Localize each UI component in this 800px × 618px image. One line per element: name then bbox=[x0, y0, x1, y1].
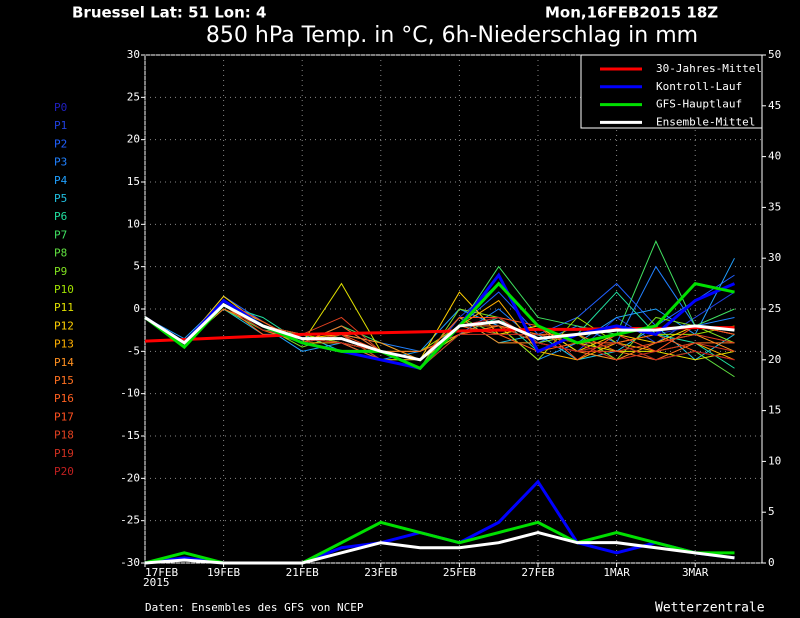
y-tick-label: 20 bbox=[127, 133, 140, 146]
y-tick-label: -25 bbox=[120, 514, 140, 527]
y2-tick-label: 45 bbox=[768, 99, 781, 112]
member-label: P17 bbox=[54, 410, 74, 423]
legend-label: Kontroll-Lauf bbox=[656, 80, 742, 93]
y-tick-label: 15 bbox=[127, 175, 140, 188]
credit: Wetterzentrale bbox=[655, 601, 765, 616]
x-tick-label: 1MAR bbox=[603, 566, 630, 579]
y2-tick-label: 40 bbox=[768, 150, 781, 163]
member-label: P9 bbox=[54, 265, 67, 278]
y-tick-label: 5 bbox=[133, 260, 140, 273]
y-tick-label: -10 bbox=[120, 387, 140, 400]
y2-tick-label: 50 bbox=[768, 48, 781, 61]
member-label: P6 bbox=[54, 210, 67, 223]
member-label: P20 bbox=[54, 465, 74, 478]
member-label: P8 bbox=[54, 247, 67, 260]
member-label: P1 bbox=[54, 119, 67, 132]
y2-tick-label: 25 bbox=[768, 302, 781, 315]
y-tick-label: 30 bbox=[127, 48, 140, 61]
run-time: Mon,16FEB2015 18Z bbox=[545, 4, 718, 22]
x-year: 2015 bbox=[143, 576, 170, 589]
member-label: P14 bbox=[54, 356, 74, 369]
y2-tick-label: 30 bbox=[768, 251, 781, 264]
y2-tick-label: 0 bbox=[768, 556, 775, 569]
chart-title: 850 hPa Temp. in °C, 6h-Niederschlag in … bbox=[206, 23, 698, 48]
y-tick-label: 10 bbox=[127, 217, 140, 230]
legend-label: GFS-Hauptlauf bbox=[656, 98, 742, 111]
y-tick-label: -5 bbox=[127, 344, 140, 357]
y-tick-label: -15 bbox=[120, 429, 140, 442]
y-tick-label: 25 bbox=[127, 90, 140, 103]
member-label: P15 bbox=[54, 374, 74, 387]
y2-tick-label: 15 bbox=[768, 404, 781, 417]
legend-box bbox=[580, 54, 763, 129]
x-tick-label: 25FEB bbox=[443, 566, 476, 579]
x-tick-label: 17FEB bbox=[145, 566, 178, 579]
member-label: P4 bbox=[54, 174, 68, 187]
member-label: P10 bbox=[54, 283, 74, 296]
series-line bbox=[144, 302, 735, 362]
source: Daten: Ensembles des GFS von NCEP bbox=[145, 601, 364, 614]
series-line bbox=[144, 299, 735, 361]
y2-tick-label: 5 bbox=[768, 505, 775, 518]
series-line bbox=[144, 530, 735, 565]
member-label: P12 bbox=[54, 319, 74, 332]
member-label: P19 bbox=[54, 447, 74, 460]
y2-tick-label: 35 bbox=[768, 200, 781, 213]
member-label: P11 bbox=[54, 301, 74, 314]
member-label: P0 bbox=[54, 101, 67, 114]
series-line bbox=[144, 326, 735, 343]
member-label: P16 bbox=[54, 392, 74, 405]
member-label: P5 bbox=[54, 192, 67, 205]
x-tick-label: 27FEB bbox=[521, 566, 554, 579]
x-tick-label: 3MAR bbox=[682, 566, 709, 579]
y2-tick-label: 20 bbox=[768, 353, 781, 366]
legend-label: 30-Jahres-Mittel bbox=[656, 62, 762, 75]
member-label: P2 bbox=[54, 137, 67, 150]
member-label: P3 bbox=[54, 156, 67, 169]
y-tick-label: 0 bbox=[133, 302, 140, 315]
member-label: P7 bbox=[54, 228, 67, 241]
legend-label: Ensemble-Mittel bbox=[656, 115, 755, 128]
location: Bruessel Lat: 51 Lon: 4 bbox=[72, 4, 266, 22]
x-tick-label: 19FEB bbox=[207, 566, 240, 579]
x-tick-label: 23FEB bbox=[364, 566, 397, 579]
y-tick-label: -20 bbox=[120, 471, 140, 484]
y-tick-label: -30 bbox=[120, 556, 140, 569]
y2-tick-label: 10 bbox=[768, 454, 781, 467]
x-tick-label: 21FEB bbox=[286, 566, 319, 579]
member-label: P13 bbox=[54, 338, 74, 351]
member-label: P18 bbox=[54, 429, 74, 442]
